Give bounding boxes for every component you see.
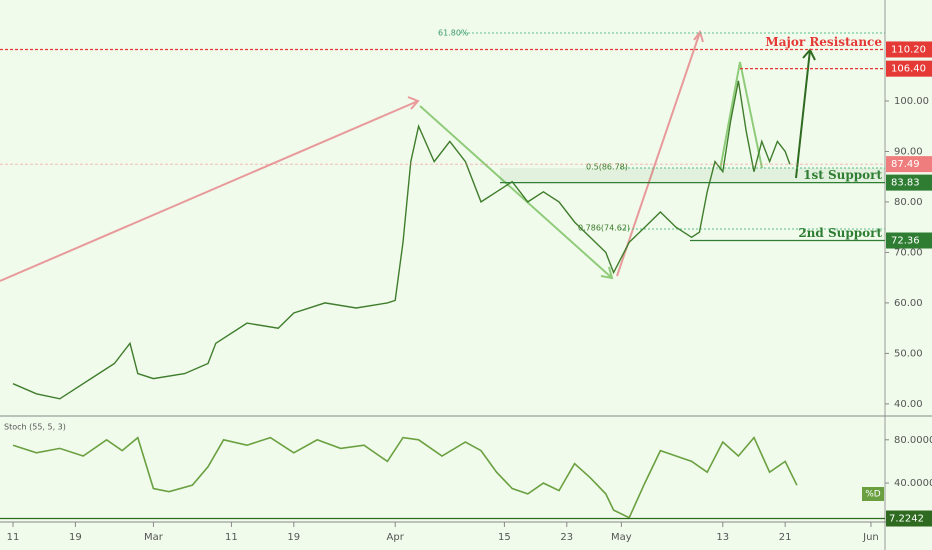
y-tick-label: 70.00: [894, 247, 923, 258]
arrowhead: [600, 266, 614, 280]
wave: [719, 61, 763, 171]
y-tick-label: 90.00: [894, 146, 923, 157]
price-label: 106.40: [891, 64, 926, 75]
price-label: 7.2242: [889, 514, 924, 525]
price-label: 87.49: [891, 159, 920, 170]
x-tick-label: 13: [716, 532, 729, 543]
price-label: 83.83: [891, 178, 920, 189]
indicator-title: Stoch (55, 5, 3): [4, 423, 66, 432]
level-name: 2nd Support: [798, 226, 882, 240]
price-label: 110.20: [891, 44, 926, 55]
series-line: [12, 80, 791, 400]
series-line: [12, 436, 798, 519]
price-label-box: [886, 174, 932, 191]
legend-box: [862, 487, 884, 501]
x-tick-label: 19: [287, 532, 300, 543]
price-label-box: [886, 510, 932, 527]
x-tick-label: Jun: [862, 532, 879, 543]
price-label-box: [886, 60, 932, 77]
x-tick-label: 19: [69, 532, 82, 543]
arrow: [419, 105, 613, 279]
price-label-box: [886, 232, 932, 249]
x-tick-label: 11: [7, 532, 20, 543]
arrow: [616, 31, 701, 277]
fib-label: 61.80%: [438, 29, 469, 38]
fib-label: 0.5(86.78): [586, 163, 628, 172]
y-tick-label: 60.00: [894, 298, 923, 309]
price-label-box: [886, 156, 932, 173]
level-name: Major Resistance: [765, 35, 882, 49]
price-label: 72.36: [891, 236, 920, 247]
level-name: 1st Support: [803, 168, 882, 182]
y-tick-label: 80.00: [894, 197, 923, 208]
drawings: [0, 29, 885, 282]
arrowhead: [693, 29, 704, 43]
fib-label: 0.786(74.62): [578, 224, 630, 233]
x-tick-label: 15: [498, 532, 511, 543]
y-tick-label: 40.0000: [894, 478, 932, 489]
arrowhead: [407, 96, 420, 110]
y-tick-label: 80.0000: [894, 435, 932, 446]
y-tick-label: 40.00: [894, 399, 923, 410]
price-label-box: [886, 41, 932, 58]
y-tick-label: 100.00: [894, 96, 929, 107]
x-tick-label: 11: [225, 532, 238, 543]
arrow: [795, 49, 811, 179]
x-tick-label: May: [611, 532, 632, 543]
arrow: [0, 100, 419, 282]
x-tick-label: 23: [560, 532, 573, 543]
legend-label: %D: [865, 490, 881, 500]
x-tick-label: Apr: [387, 532, 405, 543]
zone: [500, 168, 885, 183]
x-tick-label: 21: [779, 532, 792, 543]
y-tick-label: 50.00: [894, 348, 923, 359]
x-tick-label: Mar: [144, 532, 164, 543]
